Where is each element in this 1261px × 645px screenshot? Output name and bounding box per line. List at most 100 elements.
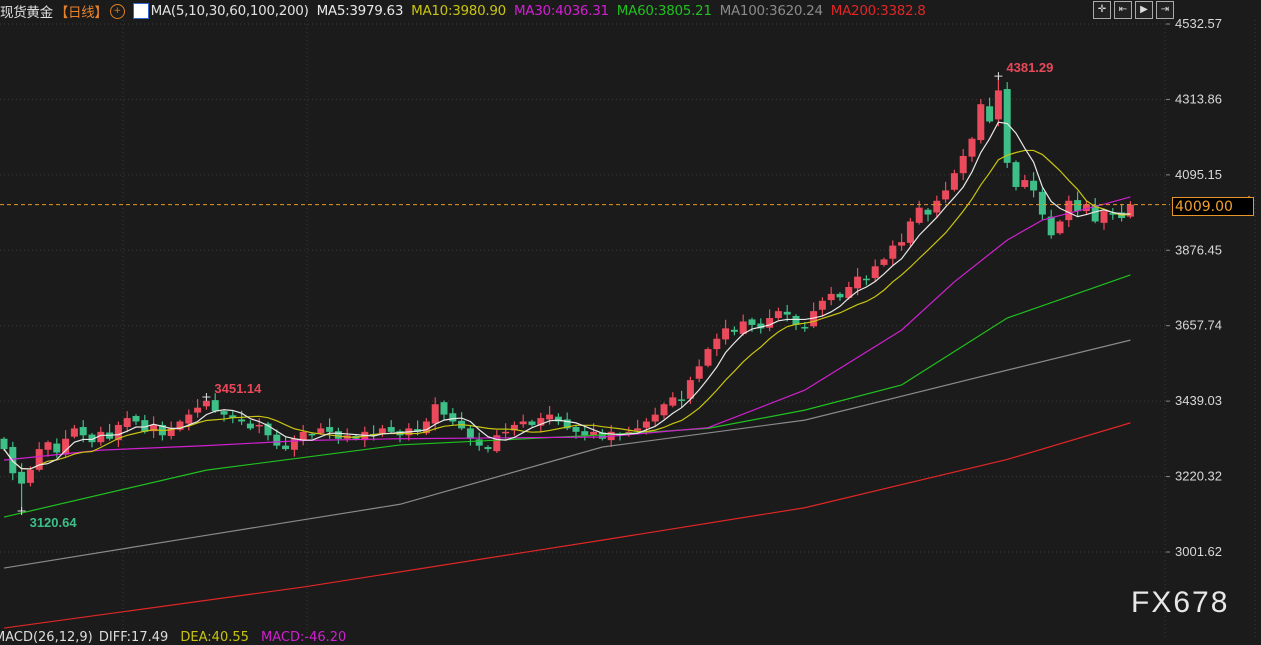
- candle-body: [334, 431, 342, 439]
- candle-body: [502, 431, 510, 434]
- high-price-label: 4381.29: [1006, 60, 1053, 75]
- candle-body: [26, 469, 34, 483]
- candle-body: [255, 424, 263, 427]
- candle-body: [880, 259, 888, 265]
- candle-body: [977, 104, 985, 141]
- candle-body: [862, 278, 870, 281]
- low-price-label: 3120.64: [30, 515, 78, 530]
- ma30-value: MA30:4036.31: [513, 3, 609, 19]
- candle-body: [466, 428, 474, 439]
- candle-body: [414, 429, 422, 432]
- ma5-value: MA5:3979.63: [316, 3, 404, 19]
- chart-icon[interactable]: [132, 3, 149, 19]
- candle-body: [704, 349, 712, 366]
- candle-body: [308, 433, 316, 436]
- candle-body: [554, 416, 562, 422]
- candle-body: [792, 315, 800, 325]
- candle-body: [326, 427, 334, 432]
- candle-body: [378, 428, 386, 434]
- candle-body: [510, 424, 518, 431]
- ma10-value: MA10:3980.90: [411, 3, 506, 19]
- candle-body: [1047, 216, 1055, 236]
- candle-body: [1038, 191, 1046, 215]
- candle-body: [53, 443, 61, 453]
- candle-body: [97, 431, 105, 443]
- ma60-line: [3, 274, 1131, 518]
- candle-body: [818, 300, 826, 310]
- candle-body: [62, 438, 70, 455]
- ma100-line: [3, 339, 1131, 569]
- candle-body: [563, 419, 571, 429]
- chart-toolbar: ✛ ⇤ ▶ ⇥: [1093, 1, 1174, 19]
- candle-body: [35, 449, 43, 470]
- candle-body: [1091, 204, 1099, 222]
- candle-body: [1056, 221, 1064, 234]
- candle-body: [1003, 89, 1011, 163]
- y-tick-label: 3439.03: [1175, 393, 1222, 408]
- candle-body: [739, 321, 747, 334]
- candle-body: [1074, 200, 1082, 212]
- crosshair-icon[interactable]: ✛: [1093, 1, 1111, 19]
- circle-plus-icon[interactable]: +: [109, 3, 125, 19]
- macd-value: MACD:-46.20: [261, 630, 347, 645]
- macd-header: MACD(26,12,9) DIFF:17.49 DEA:40.55 MACD:…: [0, 630, 354, 645]
- candle-body: [968, 138, 976, 157]
- candle-body: [924, 209, 932, 215]
- candle-body: [123, 418, 131, 428]
- candle-body: [748, 319, 756, 325]
- y-tick-label: 3876.45: [1175, 242, 1222, 257]
- current-price-label: 4009.00: [1172, 196, 1254, 216]
- candle-body: [651, 414, 659, 422]
- period-label[interactable]: 【日线】: [54, 5, 108, 21]
- high-price-label: 3451.14: [214, 381, 262, 396]
- candle-body: [150, 424, 158, 432]
- candle-body: [933, 200, 941, 213]
- candle-body: [783, 311, 791, 315]
- candle-body: [660, 404, 668, 416]
- candle-body: [440, 402, 448, 415]
- macd-diff: DIFF:17.49: [98, 630, 169, 645]
- candle-body: [766, 318, 774, 328]
- extreme-marker: [17, 506, 26, 515]
- candle-body: [845, 286, 853, 299]
- candle-body: [1065, 200, 1073, 221]
- candle-body: [871, 266, 879, 279]
- candle-body: [449, 413, 457, 422]
- candle-body: [634, 428, 642, 431]
- candle-body: [528, 421, 536, 425]
- candle-body: [282, 445, 290, 450]
- candle-body: [722, 328, 730, 340]
- candle-body: [317, 428, 325, 434]
- candle-body: [1021, 180, 1029, 187]
- scroll-left-icon[interactable]: ⇤: [1114, 1, 1132, 19]
- candle-body: [238, 419, 246, 422]
- candle-body: [810, 311, 818, 327]
- candle-body: [915, 207, 923, 223]
- ma60-value: MA60:3805.21: [616, 3, 712, 19]
- ma200-value: MA200:3382.8: [830, 3, 926, 19]
- y-tick-label: 4313.86: [1175, 91, 1222, 106]
- scroll-end-icon[interactable]: ⇥: [1156, 1, 1174, 19]
- candle-body: [387, 427, 395, 432]
- candle-body: [1082, 204, 1090, 212]
- candle-body: [590, 431, 598, 436]
- candle-body: [537, 418, 545, 426]
- candle-body: [114, 424, 122, 441]
- candle-body: [678, 399, 686, 401]
- extreme-marker: [994, 72, 1003, 81]
- instrument-title: 现货黄金: [0, 5, 53, 21]
- macd-dea: DEA:40.55: [180, 630, 249, 645]
- candle-body: [475, 439, 483, 446]
- extreme-marker: [202, 392, 211, 401]
- y-tick-label: 3657.74: [1175, 318, 1222, 333]
- candle-body: [493, 435, 501, 452]
- candle-body: [906, 221, 914, 243]
- candle-body: [730, 329, 738, 332]
- candle-body: [986, 106, 994, 122]
- play-icon[interactable]: ▶: [1135, 1, 1153, 19]
- candle-body: [211, 400, 219, 412]
- candle-body: [18, 471, 26, 484]
- candle-body: [801, 327, 809, 329]
- candle-body: [1100, 211, 1108, 223]
